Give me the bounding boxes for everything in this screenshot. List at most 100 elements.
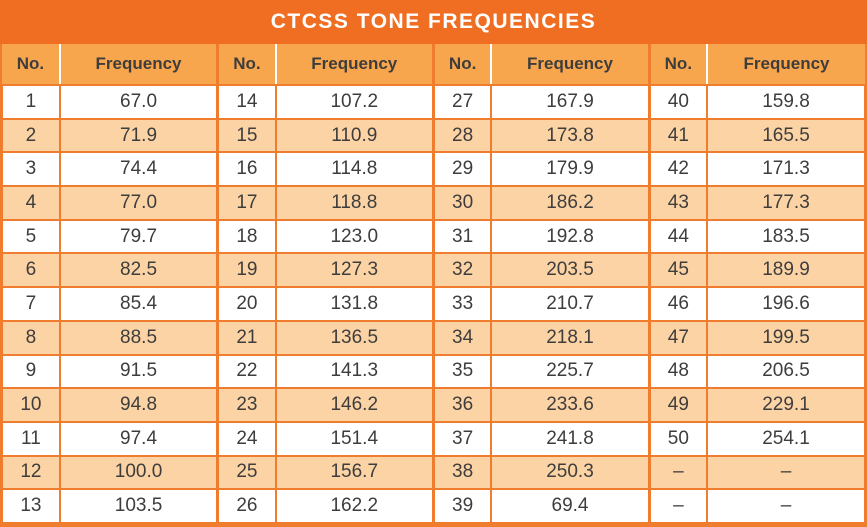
cell-frequency: 199.5 <box>706 319 866 356</box>
col-header-no: No. <box>647 44 708 86</box>
cell-frequency: 123.0 <box>274 218 435 255</box>
cell-frequency: 210.7 <box>490 286 651 322</box>
cell-no: 23 <box>216 387 277 423</box>
cell-no: 32 <box>431 252 493 289</box>
cell-no: 41 <box>647 117 709 154</box>
cell-no: 8 <box>1 319 61 356</box>
cell-frequency: 250.3 <box>490 454 651 491</box>
cell-frequency: 69.4 <box>490 488 651 524</box>
cell-frequency: 179.9 <box>490 151 651 188</box>
cell-no: 30 <box>431 185 493 221</box>
cell-no: 19 <box>216 252 277 289</box>
cell-no: 46 <box>647 286 709 322</box>
cell-frequency: 107.2 <box>274 84 435 120</box>
cell-no: 29 <box>431 151 493 188</box>
cell-frequency: 100.0 <box>58 454 219 491</box>
col-header-frequency: Frequency <box>490 44 650 86</box>
table-row: 3 74.4 16 114.8 29 179.9 42 171.3 <box>1 151 866 188</box>
cell-frequency: 71.9 <box>58 117 219 154</box>
cell-frequency: 189.9 <box>706 252 866 289</box>
cell-frequency: 103.5 <box>58 488 219 524</box>
cell-no: 34 <box>431 319 493 356</box>
cell-no: 33 <box>431 286 493 322</box>
table-row: 1 67.0 14 107.2 27 167.9 40 159.8 <box>1 84 866 120</box>
cell-no: 42 <box>647 151 709 188</box>
cell-no: 10 <box>1 387 61 423</box>
cell-no: 11 <box>1 420 61 457</box>
table-row: 4 77.0 17 118.8 30 186.2 43 177.3 <box>1 185 866 221</box>
cell-no: 14 <box>216 84 277 120</box>
cell-no: 20 <box>216 286 277 322</box>
col-header-frequency: Frequency <box>274 44 434 86</box>
cell-no: 3 <box>1 151 61 188</box>
cell-no: 12 <box>1 454 61 491</box>
cell-no: 39 <box>431 488 493 524</box>
table-title: CTCSS TONE FREQUENCIES <box>0 0 867 44</box>
table-row: 5 79.7 18 123.0 31 192.8 44 183.5 <box>1 218 866 255</box>
table-row: 10 94.8 23 146.2 36 233.6 49 229.1 <box>1 387 866 423</box>
cell-frequency: 186.2 <box>490 185 651 221</box>
cell-frequency: 192.8 <box>490 218 651 255</box>
cell-no: 48 <box>647 353 709 390</box>
cell-frequency: 131.8 <box>274 286 435 322</box>
cell-no: 28 <box>431 117 493 154</box>
cell-no: 22 <box>216 353 277 390</box>
table-grid: No. Frequency No. Frequency No. Frequenc… <box>0 44 867 527</box>
cell-frequency: – <box>706 488 866 524</box>
cell-frequency: 233.6 <box>490 387 651 423</box>
table-row: 6 82.5 19 127.3 32 203.5 45 189.9 <box>1 252 866 289</box>
cell-no: 1 <box>1 84 61 120</box>
cell-frequency: 177.3 <box>706 185 866 221</box>
cell-no: 43 <box>647 185 709 221</box>
cell-frequency: 77.0 <box>58 185 219 221</box>
cell-no: 40 <box>647 84 709 120</box>
cell-no: 24 <box>216 420 277 457</box>
cell-no: 6 <box>1 252 61 289</box>
cell-frequency: 167.9 <box>490 84 651 120</box>
cell-no: – <box>647 454 709 491</box>
table-row: 9 91.5 22 141.3 35 225.7 48 206.5 <box>1 353 866 390</box>
col-header-frequency: Frequency <box>58 44 218 86</box>
cell-frequency: 229.1 <box>706 387 866 423</box>
cell-frequency: 254.1 <box>706 420 866 457</box>
cell-no: 35 <box>431 353 493 390</box>
table-row: 12 100.0 25 156.7 38 250.3 – – <box>1 454 866 491</box>
cell-frequency: 203.5 <box>490 252 651 289</box>
cell-frequency: 88.5 <box>58 319 219 356</box>
cell-no: 17 <box>216 185 277 221</box>
cell-frequency: 196.6 <box>706 286 866 322</box>
cell-frequency: 171.3 <box>706 151 866 188</box>
cell-frequency: 136.5 <box>274 319 435 356</box>
cell-no: 37 <box>431 420 493 457</box>
table-row: 8 88.5 21 136.5 34 218.1 47 199.5 <box>1 319 866 356</box>
cell-frequency: 183.5 <box>706 218 866 255</box>
cell-frequency: 165.5 <box>706 117 866 154</box>
cell-frequency: 156.7 <box>274 454 435 491</box>
cell-no: 9 <box>1 353 61 390</box>
table-row: 13 103.5 26 162.2 39 69.4 – – <box>1 488 866 524</box>
cell-frequency: 241.8 <box>490 420 651 457</box>
header-row: No. Frequency No. Frequency No. Frequenc… <box>2 44 865 86</box>
cell-no: 7 <box>1 286 61 322</box>
cell-frequency: 159.8 <box>706 84 866 120</box>
cell-frequency: 162.2 <box>274 488 435 524</box>
cell-frequency: 94.8 <box>58 387 219 423</box>
table-row: 2 71.9 15 110.9 28 173.8 41 165.5 <box>1 117 866 154</box>
cell-no: – <box>647 488 709 524</box>
cell-no: 13 <box>1 488 61 524</box>
cell-frequency: 114.8 <box>274 151 435 188</box>
cell-frequency: 206.5 <box>706 353 866 390</box>
cell-frequency: 127.3 <box>274 252 435 289</box>
cell-no: 44 <box>647 218 709 255</box>
cell-no: 38 <box>431 454 493 491</box>
cell-frequency: 91.5 <box>58 353 219 390</box>
cell-no: 31 <box>431 218 493 255</box>
col-header-frequency: Frequency <box>706 44 865 86</box>
cell-frequency: 85.4 <box>58 286 219 322</box>
col-header-no: No. <box>216 44 276 86</box>
cell-frequency: 146.2 <box>274 387 435 423</box>
cell-no: 27 <box>431 84 493 120</box>
cell-frequency: 82.5 <box>58 252 219 289</box>
cell-no: 45 <box>647 252 709 289</box>
